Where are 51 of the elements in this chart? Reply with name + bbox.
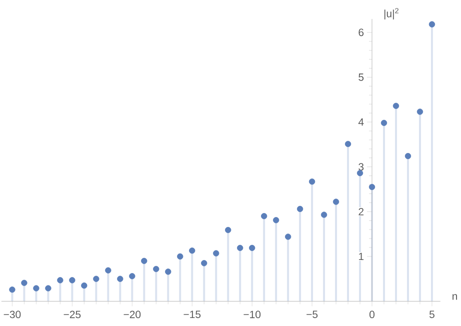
point <box>81 282 88 289</box>
point <box>189 247 196 254</box>
point <box>224 226 232 234</box>
y-tick-label: 5 <box>358 73 364 81</box>
point <box>416 108 424 115</box>
point <box>236 244 244 251</box>
point <box>57 277 64 284</box>
point <box>153 266 160 272</box>
point <box>93 276 100 282</box>
point <box>9 286 16 293</box>
point <box>117 276 124 282</box>
y-tick-label: 3 <box>358 163 364 170</box>
y-tick-label: 2 <box>358 208 364 216</box>
point <box>272 216 280 224</box>
point <box>248 244 256 251</box>
point <box>296 206 304 212</box>
point <box>284 234 292 240</box>
point <box>165 268 172 275</box>
y-tick-label: 4 <box>358 118 364 126</box>
x-tick-label: −15 <box>184 310 201 318</box>
x-axis-title: n <box>452 294 457 300</box>
point <box>45 285 52 292</box>
y-tick-label: 6 <box>358 28 364 36</box>
point <box>105 267 112 274</box>
x-tick-label: −5 <box>306 310 318 318</box>
x-tick-label: 5 <box>429 310 434 318</box>
point <box>344 140 352 147</box>
point <box>428 21 436 28</box>
point <box>404 152 412 160</box>
x-tick-label: −10 <box>244 310 261 318</box>
point <box>177 253 184 260</box>
x-tick-label: −25 <box>64 310 81 318</box>
point <box>392 102 400 109</box>
point <box>260 212 268 220</box>
point <box>21 280 28 286</box>
point <box>129 272 136 280</box>
point <box>308 178 316 185</box>
y-tick-label: 1 <box>358 252 364 260</box>
point <box>213 250 220 256</box>
point <box>368 184 376 190</box>
point <box>320 212 328 218</box>
x-tick-label: −20 <box>124 310 141 318</box>
y-axis-title: |u|$^{2}$ <box>384 8 398 20</box>
x-tick-label: 0 <box>369 310 374 318</box>
point <box>201 260 208 266</box>
point <box>380 120 388 126</box>
x-tick-label: −30 <box>4 310 21 318</box>
point <box>141 258 148 264</box>
point <box>69 277 76 284</box>
point <box>332 198 340 205</box>
point <box>33 285 40 292</box>
